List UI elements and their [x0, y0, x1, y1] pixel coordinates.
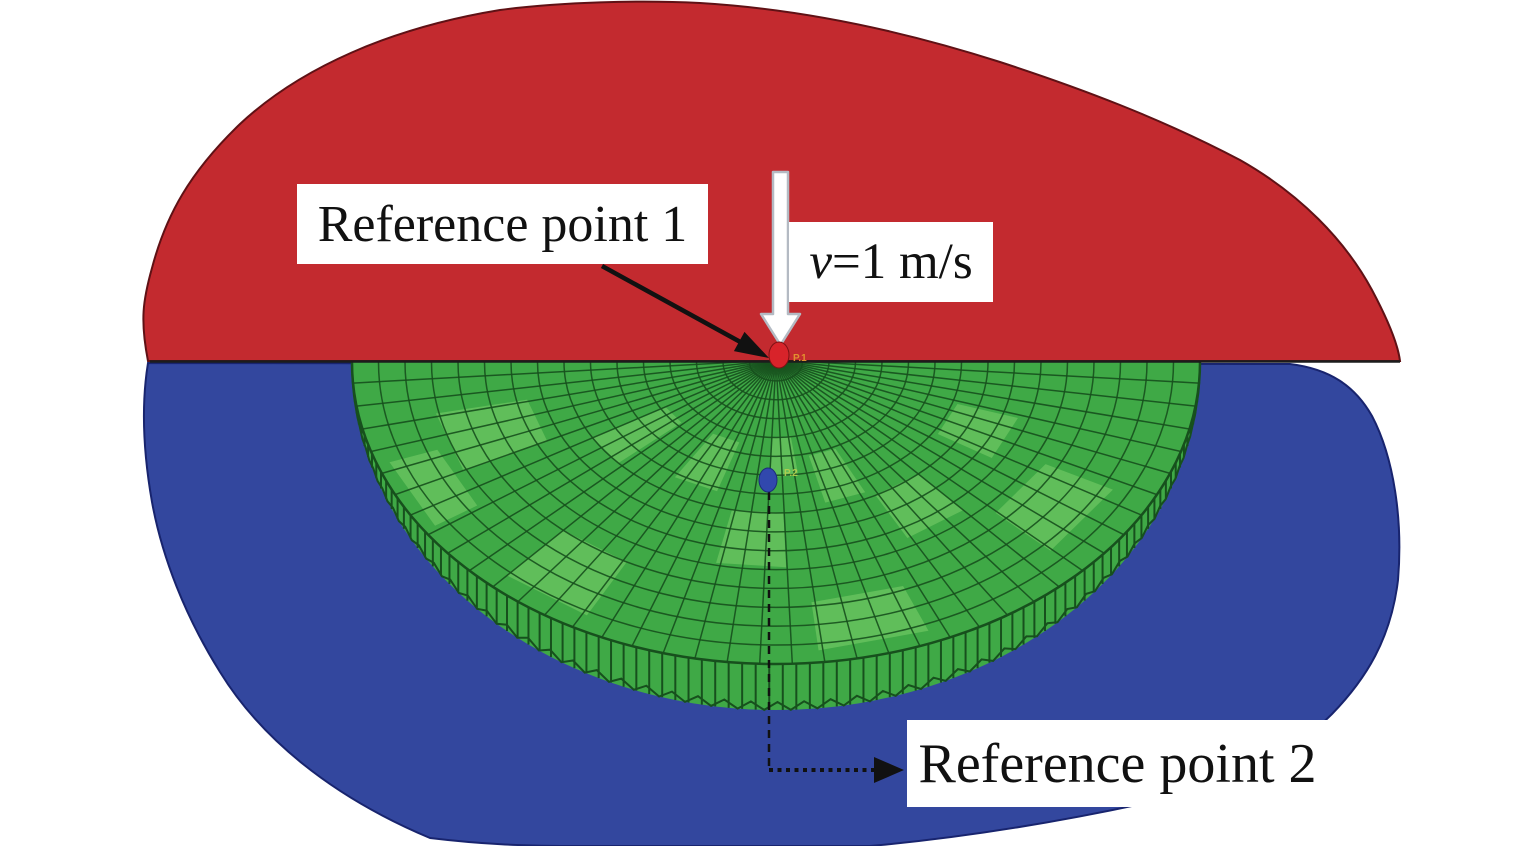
reference-point-1-label: Reference point 1: [297, 184, 708, 264]
specimen-radial-line: [775, 359, 1084, 572]
specimen-radial-line: [775, 359, 951, 638]
specimen-radial-line: [468, 359, 777, 572]
ref1-leader-line: [600, 264, 746, 346]
velocity-label: v =1 m/s: [789, 222, 993, 302]
specimen-ring-line: [404, 361, 1148, 627]
specimen-ring-line: [430, 361, 1122, 609]
specimen-radial-line: [775, 359, 1171, 475]
specimen-radial-line: [775, 359, 1196, 407]
specimen-radial-line: [394, 359, 777, 496]
specimen-ring-line: [457, 361, 1095, 590]
specimen-ring-line: [642, 361, 910, 458]
reference-point-2-label: Reference point 2: [907, 720, 1328, 807]
specimen-radial-line: [775, 359, 794, 664]
specimen-radial-line: [492, 359, 777, 588]
specimen-radial-line: [370, 359, 777, 453]
specimen-serrated-edge: [351, 374, 1201, 712]
specimen-radial-line: [631, 359, 777, 647]
specimen-ring-line: [695, 361, 857, 420]
ref2-arrowhead-icon: [874, 757, 904, 783]
reference-point-1-tag: P.1: [793, 353, 807, 364]
specimen-radial-line: [775, 359, 1060, 588]
specimen-radial-line: [775, 359, 1200, 384]
specimen-radial-line: [775, 359, 1182, 453]
specimen-ring-line: [669, 361, 883, 439]
specimen-ring-line: [563, 361, 989, 514]
specimen-highlight-patch: [389, 449, 478, 526]
specimen-radial-line: [775, 359, 980, 628]
velocity-value: =1 m/s: [831, 234, 973, 290]
specimen-radial-line: [726, 359, 777, 663]
specimen-radial-line: [775, 359, 1190, 430]
specimen-highlight-patch: [592, 407, 682, 464]
specimen-ring-line: [536, 361, 1016, 533]
reference-point-1-label-text: Reference point 1: [317, 195, 688, 253]
ref1-arrowhead-icon: [733, 331, 769, 358]
specimen-radial-line: [362, 359, 777, 430]
specimen-radial-line: [775, 359, 890, 654]
specimen-radial-line: [381, 359, 777, 475]
specimen-radial-line: [775, 359, 858, 659]
specimen-highlight-patch: [875, 474, 964, 538]
specimen-ring-line: [483, 361, 1069, 571]
specimen-radial-line: [662, 359, 777, 654]
specimen-radial-line: [775, 359, 1125, 536]
specimen-radial-line: [775, 359, 1008, 616]
specimen-radial-line: [775, 359, 1142, 516]
specimen-radial-line: [517, 359, 777, 603]
specimen-radial-line: [775, 359, 1158, 496]
specimen-radial-line: [775, 359, 826, 663]
specimen-ring-line: [722, 361, 830, 401]
specimen-radial-line: [447, 359, 777, 554]
specimen-radial-line: [572, 359, 777, 628]
specimen-radial-line: [601, 359, 777, 638]
specimen-radial-line: [694, 359, 777, 659]
specimen-radial-line: [356, 359, 777, 407]
reference-point-2-label-text: Reference point 2: [918, 732, 1317, 795]
specimen-ring-line: [377, 361, 1175, 646]
specimen-radial-line: [427, 359, 777, 536]
specimen-rim-line: [350, 361, 1202, 666]
reference-point-2-marker: [758, 467, 778, 493]
specimen-radial-line: [352, 359, 777, 384]
reference-point-2-tag: P.2: [784, 468, 798, 479]
specimen-ring-line: [510, 361, 1042, 552]
reference-point-1-marker: [768, 341, 790, 369]
specimen-radial-line: [544, 359, 777, 616]
specimen-radial-line: [775, 359, 921, 647]
indenter-body: [142, 0, 1402, 362]
specimen-radial-line: [775, 359, 1035, 603]
specimen-radial-line: [775, 359, 1105, 554]
specimen-ring-line: [589, 361, 963, 495]
velocity-symbol: v: [809, 234, 832, 290]
specimen-radial-line: [410, 359, 777, 516]
velocity-arrow-icon: [759, 170, 802, 347]
